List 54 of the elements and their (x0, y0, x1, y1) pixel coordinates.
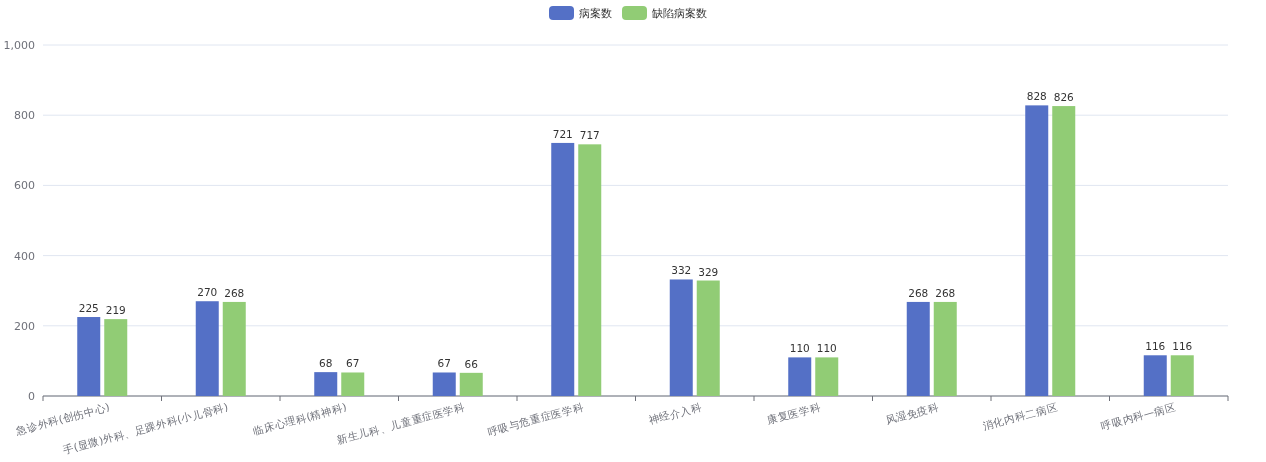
bar (788, 357, 812, 396)
data-label: 332 (671, 264, 692, 277)
data-label: 717 (579, 129, 600, 142)
y-tick-label: 600 (14, 179, 35, 193)
bar (341, 372, 365, 396)
data-label: 66 (464, 357, 479, 370)
data-label: 110 (816, 342, 837, 355)
bar (104, 319, 128, 396)
data-label: 67 (437, 357, 451, 370)
data-label: 110 (789, 342, 810, 355)
data-label: 67 (346, 357, 360, 370)
x-tick-label: 神经介入科 (647, 400, 704, 427)
bar (314, 372, 338, 396)
data-label: 826 (1053, 91, 1075, 104)
bar (1170, 355, 1194, 396)
data-label: 270 (197, 286, 218, 299)
bar (933, 301, 957, 396)
x-tick-label: 康复医学科 (765, 400, 822, 427)
bar (1143, 355, 1167, 396)
legend-label: 病案数 (579, 7, 612, 20)
y-tick-label: 0 (28, 390, 35, 403)
x-tick-label: 呼吸与危重症医学科 (486, 400, 585, 438)
y-tick-label: 800 (14, 109, 35, 123)
bar (432, 372, 456, 396)
bar (906, 301, 930, 396)
bar (815, 357, 839, 396)
bar (696, 280, 720, 396)
bar (77, 317, 101, 396)
bar (195, 301, 219, 396)
y-tick-label: 400 (14, 249, 35, 263)
y-tick-label: 1,000 (3, 39, 35, 52)
data-label: 116 (1145, 340, 1166, 353)
x-tick-label: 风湿免疫科 (884, 400, 941, 427)
x-tick-label: 消化内科二病区 (981, 400, 1059, 432)
bar (551, 142, 575, 396)
bar (1025, 105, 1049, 396)
data-label: 219 (105, 304, 126, 317)
y-tick-label: 200 (14, 319, 35, 333)
data-label: 721 (552, 127, 573, 140)
bar (459, 372, 483, 396)
bar (222, 301, 246, 396)
bar (1052, 106, 1076, 396)
bar (578, 144, 602, 396)
data-label: 68 (319, 357, 333, 370)
data-label: 828 (1026, 90, 1047, 103)
data-label: 329 (698, 265, 719, 278)
data-label: 116 (1172, 340, 1193, 353)
data-label: 268 (908, 286, 929, 299)
data-label: 268 (935, 286, 956, 299)
x-tick-label: 呼吸内科一病区 (1099, 400, 1178, 432)
bar (669, 279, 693, 396)
legend-label: 缺陷病案数 (652, 7, 707, 20)
data-label: 268 (224, 286, 245, 299)
data-label: 225 (78, 302, 99, 315)
